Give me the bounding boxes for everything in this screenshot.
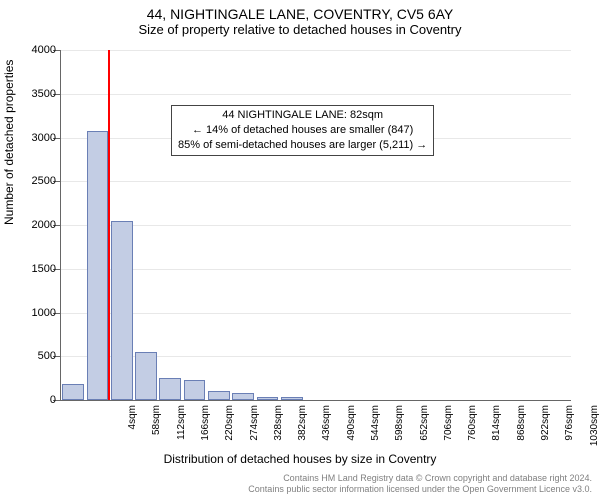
bar	[232, 393, 254, 400]
bar	[111, 221, 133, 400]
x-tick-label: 814sqm	[491, 405, 502, 455]
y-tick-label: 3500	[16, 88, 56, 100]
x-tick-label: 922sqm	[540, 405, 551, 455]
y-tick-label: 1000	[16, 307, 56, 319]
footer-line-2: Contains public sector information licen…	[248, 484, 592, 496]
x-tick-label: 490sqm	[346, 405, 357, 455]
info-box: 44 NIGHTINGALE LANE: 82sqm ← 14% of deta…	[171, 105, 434, 156]
bar	[208, 391, 230, 400]
x-tick-label: 58sqm	[151, 405, 162, 455]
y-tick-label: 4000	[16, 44, 56, 56]
y-tick-label: 2500	[16, 175, 56, 187]
x-tick-label: 706sqm	[443, 405, 454, 455]
x-axis-title: Distribution of detached houses by size …	[0, 452, 600, 466]
grid-line	[61, 313, 571, 314]
y-tick-label: 3000	[16, 132, 56, 144]
x-tick-label: 166sqm	[200, 405, 211, 455]
x-tick-label: 598sqm	[394, 405, 405, 455]
footer-line-1: Contains HM Land Registry data © Crown c…	[248, 473, 592, 485]
x-tick-label: 976sqm	[564, 405, 575, 455]
grid-line	[61, 269, 571, 270]
y-axis-title: Number of detached properties	[2, 60, 16, 225]
bar	[184, 380, 206, 400]
chart-container: 44, NIGHTINGALE LANE, COVENTRY, CV5 6AY …	[0, 0, 600, 500]
x-tick-label: 220sqm	[224, 405, 235, 455]
y-tick-label: 1500	[16, 263, 56, 275]
x-tick-label: 760sqm	[467, 405, 478, 455]
reference-line	[108, 50, 110, 400]
x-tick-label: 868sqm	[516, 405, 527, 455]
bar	[135, 352, 157, 400]
y-tick-label: 2000	[16, 219, 56, 231]
y-tick-label: 0	[16, 394, 56, 406]
bar	[62, 384, 84, 400]
x-tick-label: 382sqm	[297, 405, 308, 455]
chart-title: 44, NIGHTINGALE LANE, COVENTRY, CV5 6AY	[0, 0, 600, 22]
bar	[257, 397, 279, 401]
grid-line	[61, 94, 571, 95]
info-line-2: ← 14% of detached houses are smaller (84…	[178, 123, 427, 138]
x-tick-label: 652sqm	[419, 405, 430, 455]
info-line-3: 85% of semi-detached houses are larger (…	[178, 138, 427, 153]
grid-line	[61, 225, 571, 226]
x-tick-label: 4sqm	[127, 405, 138, 455]
chart-subtitle: Size of property relative to detached ho…	[0, 22, 600, 41]
y-tick-label: 500	[16, 350, 56, 362]
grid-line	[61, 181, 571, 182]
bar	[281, 397, 303, 400]
bar	[87, 131, 109, 401]
x-tick-label: 328sqm	[273, 405, 284, 455]
footer-text: Contains HM Land Registry data © Crown c…	[248, 473, 592, 496]
x-tick-label: 544sqm	[370, 405, 381, 455]
grid-line	[61, 50, 571, 51]
x-tick-label: 112sqm	[176, 405, 187, 455]
plot-area: 44 NIGHTINGALE LANE: 82sqm ← 14% of deta…	[60, 50, 571, 401]
x-tick-label: 1030sqm	[589, 405, 600, 455]
info-line-1: 44 NIGHTINGALE LANE: 82sqm	[178, 108, 427, 123]
bar	[159, 378, 181, 400]
x-tick-label: 436sqm	[321, 405, 332, 455]
x-tick-label: 274sqm	[249, 405, 260, 455]
